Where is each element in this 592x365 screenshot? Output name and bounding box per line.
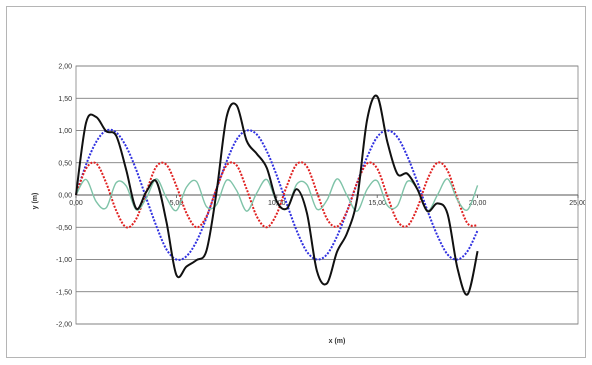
y-tick-label: 0,50: [58, 160, 72, 167]
y-tick-label: -1,50: [56, 289, 72, 296]
series-line-3: [75, 94, 479, 296]
y-tick-labels: -2,00 -1,50 -1,00 -0,50 0,00 0,50 1,00 1,50 2,00: [56, 64, 72, 329]
y-axis-title: y (m): [32, 193, 39, 210]
y-tick-label: -1,00: [56, 257, 72, 264]
line-chart: -2,00 -1,50 -1,00 -0,50 0,00 0,50 1,00 1,50 2,00…: [32, 64, 585, 346]
x-tick-label: 25,00: [569, 200, 585, 207]
series-line-0: [75, 128, 479, 261]
y-tick-label: 1,00: [58, 128, 72, 135]
x-tick-label: 0,00: [69, 200, 83, 207]
x-tick-label: 15,00: [368, 200, 386, 207]
y-tick-label: 0,00: [58, 193, 72, 200]
y-tick-label: -0,50: [56, 225, 72, 232]
y-tick-label: 2,00: [58, 64, 72, 71]
x-axis-title: x (m): [329, 338, 346, 345]
y-tick-label: -2,00: [56, 322, 72, 329]
x-tick-label: 5,00: [170, 200, 184, 207]
y-tick-label: 1,50: [58, 96, 72, 103]
chart-frame: -2,00 -1,50 -1,00 -0,50 0,00 0,50 1,00 1,50 2,00…: [6, 6, 586, 358]
series-line-1: [75, 161, 478, 229]
series-group: [75, 94, 479, 296]
x-tick-label: 20,00: [469, 200, 487, 207]
